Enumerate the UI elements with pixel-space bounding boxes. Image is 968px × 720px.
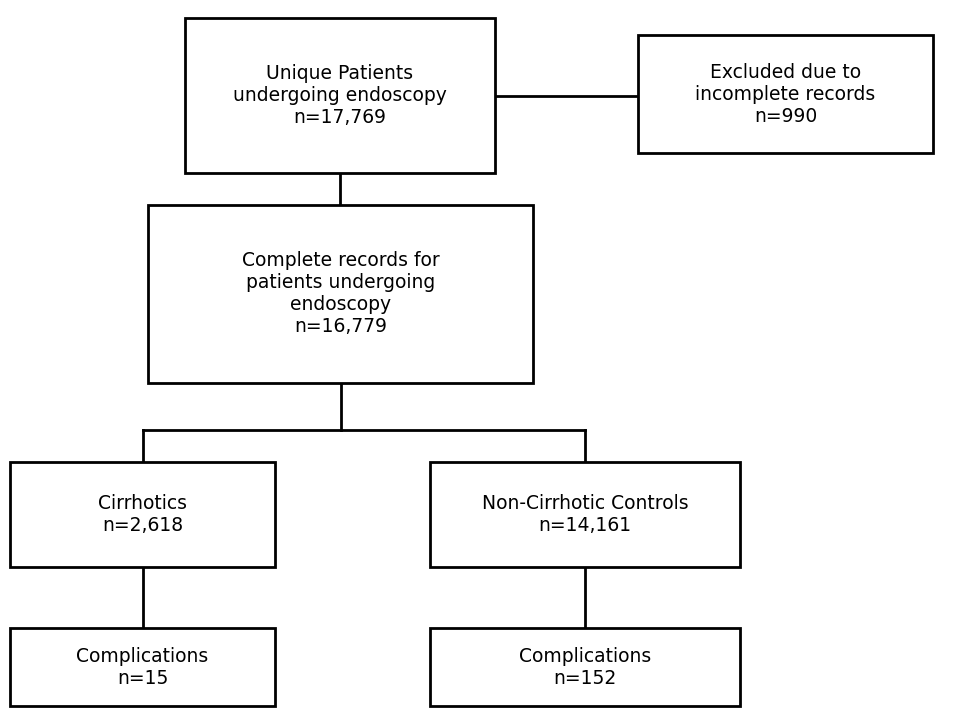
Text: Excluded due to
incomplete records
n=990: Excluded due to incomplete records n=990 <box>695 63 876 125</box>
Bar <box>638 35 933 153</box>
Bar <box>430 628 740 706</box>
Text: Complications
n=15: Complications n=15 <box>76 647 209 688</box>
Text: Cirrhotics
n=2,618: Cirrhotics n=2,618 <box>98 494 187 535</box>
Bar <box>430 462 740 567</box>
Text: Complications
n=152: Complications n=152 <box>519 647 651 688</box>
Text: Complete records for
patients undergoing
endoscopy
n=16,779: Complete records for patients undergoing… <box>242 251 439 336</box>
Bar <box>10 462 275 567</box>
Bar <box>10 628 275 706</box>
Text: Unique Patients
undergoing endoscopy
n=17,769: Unique Patients undergoing endoscopy n=1… <box>233 64 447 127</box>
Text: Non-Cirrhotic Controls
n=14,161: Non-Cirrhotic Controls n=14,161 <box>482 494 688 535</box>
Bar <box>185 18 495 173</box>
Bar <box>148 205 533 383</box>
